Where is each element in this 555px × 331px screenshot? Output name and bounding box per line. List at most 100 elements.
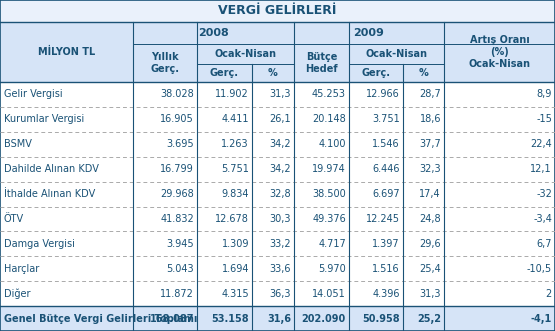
Text: 5.970: 5.970 xyxy=(318,264,346,274)
Text: 26,1: 26,1 xyxy=(269,114,291,124)
Bar xyxy=(0,281,555,306)
Text: 37,7: 37,7 xyxy=(419,139,441,149)
Text: Ocak-Nisan: Ocak-Nisan xyxy=(366,49,427,59)
Text: 3.695: 3.695 xyxy=(166,139,194,149)
Text: Kurumlar Vergisi: Kurumlar Vergisi xyxy=(4,114,84,124)
Bar xyxy=(0,107,555,132)
Text: 28,7: 28,7 xyxy=(419,89,441,99)
Text: Gerç.: Gerç. xyxy=(210,68,239,78)
Text: BSMV: BSMV xyxy=(4,139,32,149)
Text: 33,6: 33,6 xyxy=(270,264,291,274)
Text: 1.263: 1.263 xyxy=(221,139,249,149)
Text: Yıllık
Gerç.: Yıllık Gerç. xyxy=(150,52,179,74)
Text: 11.902: 11.902 xyxy=(215,89,249,99)
Text: 29,6: 29,6 xyxy=(420,239,441,249)
Text: 5.751: 5.751 xyxy=(221,164,249,174)
Text: 12,1: 12,1 xyxy=(531,164,552,174)
Text: 1.397: 1.397 xyxy=(372,239,400,249)
Bar xyxy=(0,82,555,107)
Text: 50.958: 50.958 xyxy=(362,313,400,323)
Text: 4.411: 4.411 xyxy=(221,114,249,124)
Text: 6.697: 6.697 xyxy=(372,189,400,199)
Text: 49.376: 49.376 xyxy=(312,214,346,224)
Text: 17,4: 17,4 xyxy=(420,189,441,199)
Text: 12.245: 12.245 xyxy=(366,214,400,224)
Text: 22,4: 22,4 xyxy=(530,139,552,149)
Text: 34,2: 34,2 xyxy=(269,139,291,149)
Bar xyxy=(0,231,555,256)
Text: 12.966: 12.966 xyxy=(366,89,400,99)
Text: -4,1: -4,1 xyxy=(531,313,552,323)
Text: 202.090: 202.090 xyxy=(302,313,346,323)
Text: 4.717: 4.717 xyxy=(318,239,346,249)
Text: İthalde Alınan KDV: İthalde Alınan KDV xyxy=(4,189,95,199)
Text: 11.872: 11.872 xyxy=(160,289,194,299)
Text: 1.309: 1.309 xyxy=(221,239,249,249)
Text: -32: -32 xyxy=(536,189,552,199)
Text: %: % xyxy=(268,68,278,78)
Text: 30,3: 30,3 xyxy=(270,214,291,224)
Bar xyxy=(0,157,555,182)
Bar xyxy=(0,22,555,82)
Text: Diğer: Diğer xyxy=(4,288,31,299)
Text: 36,3: 36,3 xyxy=(270,289,291,299)
Text: 3.945: 3.945 xyxy=(166,239,194,249)
Text: 24,8: 24,8 xyxy=(420,214,441,224)
Text: 6.446: 6.446 xyxy=(372,164,400,174)
Bar xyxy=(0,182,555,207)
Text: 25,4: 25,4 xyxy=(419,264,441,274)
Text: Ocak-Nisan: Ocak-Nisan xyxy=(214,49,276,59)
Text: 2: 2 xyxy=(546,289,552,299)
Text: 5.043: 5.043 xyxy=(166,264,194,274)
Text: 41.832: 41.832 xyxy=(160,214,194,224)
Text: 16.799: 16.799 xyxy=(160,164,194,174)
Text: 3.751: 3.751 xyxy=(372,114,400,124)
Text: 4.396: 4.396 xyxy=(372,289,400,299)
Text: Gerç.: Gerç. xyxy=(361,68,391,78)
Text: MİLYON TL: MİLYON TL xyxy=(38,47,95,57)
Bar xyxy=(0,207,555,231)
Text: 14.051: 14.051 xyxy=(312,289,346,299)
Text: VERGİ GELİRLERİ: VERGİ GELİRLERİ xyxy=(218,5,337,18)
Text: Bütçe
Hedef: Bütçe Hedef xyxy=(305,52,338,74)
Text: %: % xyxy=(418,68,428,78)
Text: 168.087: 168.087 xyxy=(149,313,194,323)
Text: 32,3: 32,3 xyxy=(420,164,441,174)
Text: Damga Vergisi: Damga Vergisi xyxy=(4,239,75,249)
Text: -10,5: -10,5 xyxy=(527,264,552,274)
Text: 45.253: 45.253 xyxy=(312,89,346,99)
Text: 25,2: 25,2 xyxy=(417,313,441,323)
Text: 16.905: 16.905 xyxy=(160,114,194,124)
Text: 18,6: 18,6 xyxy=(420,114,441,124)
Text: 38.500: 38.500 xyxy=(312,189,346,199)
Text: 4.100: 4.100 xyxy=(319,139,346,149)
Bar xyxy=(0,132,555,157)
Text: -3,4: -3,4 xyxy=(533,214,552,224)
Text: 9.834: 9.834 xyxy=(221,189,249,199)
Text: 53.158: 53.158 xyxy=(211,313,249,323)
Text: 31,3: 31,3 xyxy=(420,289,441,299)
Text: 6,7: 6,7 xyxy=(537,239,552,249)
Text: 2008: 2008 xyxy=(198,28,229,38)
Text: 20.148: 20.148 xyxy=(312,114,346,124)
Bar xyxy=(0,306,555,331)
Text: 1.694: 1.694 xyxy=(221,264,249,274)
Text: 34,2: 34,2 xyxy=(269,164,291,174)
Text: -15: -15 xyxy=(536,114,552,124)
Text: 38.028: 38.028 xyxy=(160,89,194,99)
Text: 29.968: 29.968 xyxy=(160,189,194,199)
Text: 33,2: 33,2 xyxy=(269,239,291,249)
Text: 4.315: 4.315 xyxy=(221,289,249,299)
Text: 12.678: 12.678 xyxy=(215,214,249,224)
Text: 1.516: 1.516 xyxy=(372,264,400,274)
Text: 8,9: 8,9 xyxy=(537,89,552,99)
Bar xyxy=(0,0,555,22)
Text: Artış Oranı
(%)
Ocak-Nisan: Artış Oranı (%) Ocak-Nisan xyxy=(468,35,531,69)
Text: 32,8: 32,8 xyxy=(269,189,291,199)
Text: Gelir Vergisi: Gelir Vergisi xyxy=(4,89,63,99)
Text: Dahilde Alınan KDV: Dahilde Alınan KDV xyxy=(4,164,99,174)
Text: 31,6: 31,6 xyxy=(267,313,291,323)
Bar xyxy=(0,256,555,281)
Text: Harçlar: Harçlar xyxy=(4,264,39,274)
Text: Genel Bütçe Vergi Gelirleri Toplamı: Genel Bütçe Vergi Gelirleri Toplamı xyxy=(4,313,198,323)
